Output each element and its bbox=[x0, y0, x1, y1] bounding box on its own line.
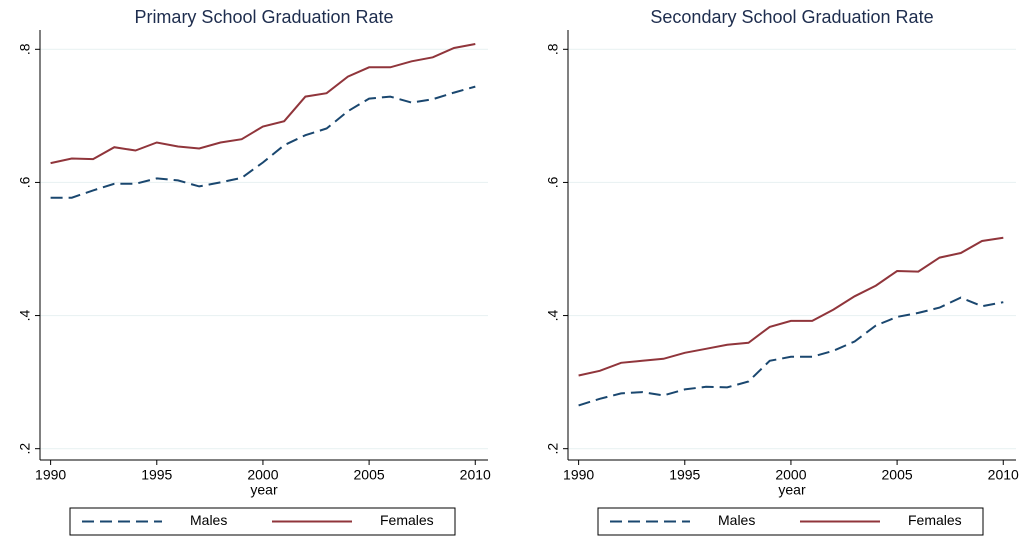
chart-title: Primary School Graduation Rate bbox=[134, 7, 393, 27]
y-tick-label: .6 bbox=[17, 176, 33, 188]
x-tick-label: 2005 bbox=[882, 467, 913, 483]
legend-label: Females bbox=[908, 512, 962, 528]
y-tick-label: .8 bbox=[17, 43, 33, 55]
series-line bbox=[50, 43, 476, 165]
chart-title: Secondary School Graduation Rate bbox=[650, 7, 933, 27]
plot-area bbox=[568, 30, 1016, 460]
y-tick-label: .4 bbox=[545, 310, 561, 322]
legend-box bbox=[69, 507, 456, 536]
legend-box bbox=[597, 507, 984, 536]
y-tick-label: .8 bbox=[545, 43, 561, 55]
x-tick-label: 2000 bbox=[247, 467, 278, 483]
x-tick-label: 1990 bbox=[563, 467, 594, 483]
x-tick-label: 2000 bbox=[775, 467, 806, 483]
x-tick-label: 2005 bbox=[354, 467, 385, 483]
x-tick-label: 2010 bbox=[988, 467, 1019, 483]
legend-label: Females bbox=[380, 512, 434, 528]
x-tick-label: 1990 bbox=[35, 467, 66, 483]
x-axis-label: year bbox=[250, 482, 278, 498]
y-tick-label: .4 bbox=[17, 310, 33, 322]
x-tick-label: 1995 bbox=[669, 467, 700, 483]
y-tick-label: .2 bbox=[17, 443, 33, 455]
series-line bbox=[578, 236, 1004, 377]
x-axis-label: year bbox=[778, 482, 806, 498]
y-tick-label: .2 bbox=[545, 443, 561, 455]
y-tick-label: .6 bbox=[545, 176, 561, 188]
legend-label: Males bbox=[190, 512, 227, 528]
series-line bbox=[50, 85, 476, 199]
plot-area bbox=[40, 30, 488, 460]
legend-label: Males bbox=[718, 512, 755, 528]
x-tick-label: 2010 bbox=[460, 467, 491, 483]
series-line bbox=[578, 296, 1004, 407]
x-tick-label: 1995 bbox=[141, 467, 172, 483]
